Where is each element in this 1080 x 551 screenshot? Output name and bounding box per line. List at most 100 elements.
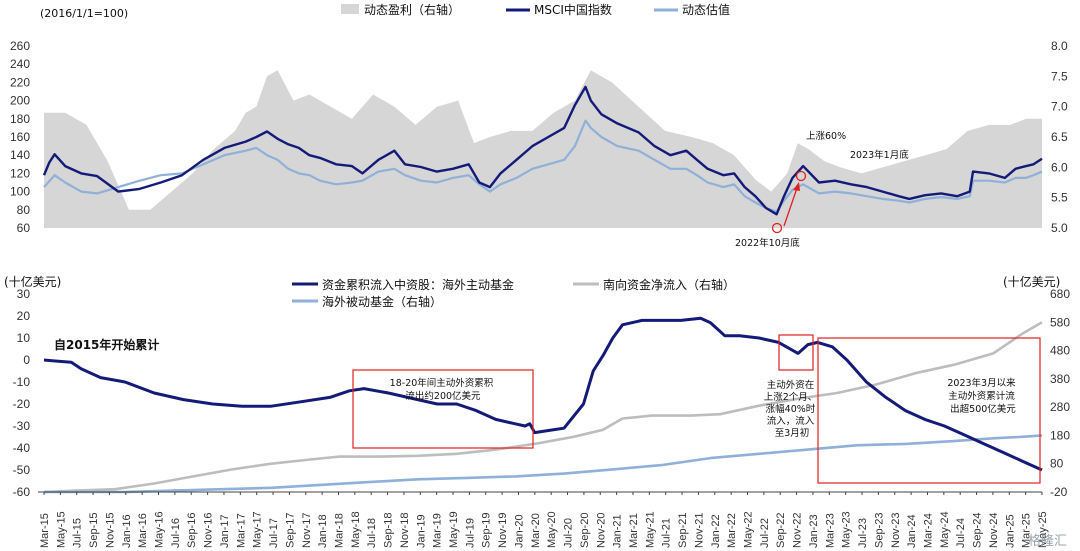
- x-tick-label: Mar-15: [39, 513, 51, 548]
- bottom-left-tick-label: -20: [13, 397, 31, 411]
- top-right-tick-label: 7.5: [1051, 69, 1068, 83]
- x-tick-label: May-22: [743, 511, 755, 548]
- legend-label-valuation: 动态估值: [682, 2, 730, 17]
- x-tick-label: Mar-19: [432, 513, 444, 548]
- annotation-arrow-head: [793, 182, 800, 191]
- bottom-left-ticks: 30 20 10 0 -10 -20 -30 -40 -50 -60: [13, 287, 31, 499]
- top-left-tick-label: 60: [17, 221, 31, 235]
- legend-label-msci: MSCI中国指数: [534, 2, 612, 17]
- x-tick-label: Mar-20: [530, 513, 542, 548]
- bottom-left-tick-label: -60: [13, 485, 31, 499]
- top-right-tick-label: 8.0: [1051, 39, 1068, 53]
- top-panel: (2016/1/1=100) 动态盈利（右轴） MSCI中国指数 动态估值 26…: [10, 2, 1068, 249]
- x-tick-label: Jul-17: [268, 518, 280, 548]
- watermark: 格隆汇: [1028, 533, 1067, 549]
- x-tick-label: Jul-19: [464, 518, 476, 548]
- top-left-tick-label: 120: [10, 166, 30, 180]
- top-left-ticks: 260 240 220 200 180 160 140 120 100 80 60: [10, 39, 30, 235]
- x-tick-label: Jan-20: [513, 514, 525, 548]
- top-left-tick-label: 260: [10, 39, 30, 53]
- legend-label-southbound: 南向资金净流入（右轴）: [603, 277, 735, 292]
- x-tick-label: Sep-22: [775, 513, 787, 548]
- x-tick-label: Mar-23: [824, 513, 836, 548]
- series-line-msci: [42, 85, 1043, 216]
- x-tick-label: Jan-17: [219, 514, 231, 548]
- annotation-jan-2023: 2023年1月底: [850, 149, 909, 161]
- top-right-tick-label: 7.0: [1051, 100, 1068, 114]
- top-left-tick-label: 100: [10, 185, 30, 199]
- x-tick-label: Jul-15: [72, 518, 84, 548]
- x-tick-label: Sep-21: [677, 513, 689, 548]
- annotation-rise-60: 上涨60%: [806, 131, 846, 142]
- x-tick-label: Jul-20: [563, 518, 575, 548]
- x-tick-label: Jul-16: [170, 518, 182, 548]
- annotation-text-since-mar-2023: 2023年3月以来 主动外资累计流 出超500亿美元: [947, 377, 1018, 415]
- series-line-active: [43, 316, 1043, 472]
- x-tick-label: Mar-16: [137, 513, 149, 548]
- x-tick-label: Nov-16: [203, 513, 215, 548]
- x-tick-label: Sep-24: [972, 513, 984, 548]
- x-tick-label: May-21: [644, 511, 656, 548]
- x-tick-label: Nov-24: [988, 513, 1000, 548]
- x-tick-label: Mar-25: [1021, 513, 1033, 548]
- x-tick-label: May-24: [939, 511, 951, 548]
- top-right-tick-label: 6.0: [1051, 160, 1068, 174]
- x-tick-label: Sep-19: [481, 513, 493, 548]
- annotation-text-jan-mar-2023: 主动外资在 上涨2个月、 涨幅40%时 流入，流入 至3月初: [764, 379, 821, 439]
- x-tick-label: Jan-23: [808, 514, 820, 548]
- x-tick-label: Jan-21: [612, 514, 624, 548]
- x-tick-label: Sep-18: [383, 513, 395, 548]
- x-tick-label: May-18: [350, 511, 362, 548]
- x-tick-label: Sep-20: [579, 513, 591, 548]
- bottom-left-tick-label: 30: [17, 287, 31, 301]
- bottom-right-tick-label: 280: [1050, 400, 1070, 414]
- x-tick-label: Jan-24: [906, 514, 918, 548]
- bottom-panel: (十亿美元) (十亿美元) 资金累积流入中资股：海外主动基金 南向资金净流入（右…: [4, 274, 1070, 548]
- bottom-right-ticks: 680 580 480 380 280 180 80 -20: [1050, 287, 1070, 499]
- annotation-circle-oct22: [771, 222, 783, 234]
- x-tick-label: Mar-22: [726, 513, 738, 548]
- annotation-circle-jan23: [795, 170, 807, 182]
- bottom-left-tick-label: -10: [13, 375, 31, 389]
- annotation-text-2018-2020: 18-20年间主动外资累积 流出约200亿美元: [390, 377, 497, 402]
- x-tick-label: Nov-23: [890, 513, 902, 548]
- bottom-right-tick-label: 680: [1050, 287, 1070, 301]
- x-tick-label: Jul-18: [366, 518, 378, 548]
- top-right-tick-label: 5.5: [1051, 191, 1068, 205]
- x-tick-label: Jan-18: [317, 514, 329, 548]
- top-right-tick-label: 5.0: [1051, 221, 1068, 235]
- bottom-left-tick-label: -30: [13, 419, 31, 433]
- bottom-left-tick-label: 0: [23, 353, 30, 367]
- x-tick-label: May-20: [546, 511, 558, 548]
- x-tick-label: Nov-21: [693, 513, 705, 548]
- top-right-tick-label: 6.5: [1051, 130, 1068, 144]
- annotation-box-since-mar-2023: [817, 337, 1041, 484]
- x-tick-label: May-17: [252, 511, 264, 548]
- x-tick-label: May-15: [55, 511, 67, 548]
- legend-label-profit: 动态盈利（右轴）: [364, 2, 460, 17]
- bottom-note: 自2015年开始累计: [54, 337, 159, 352]
- top-left-tick-label: 140: [10, 148, 30, 162]
- x-tick-label: Jul-23: [857, 518, 869, 548]
- x-tick-label: Jan-16: [121, 514, 133, 548]
- x-tick-label: Nov-22: [792, 513, 804, 548]
- bottom-left-axis-label: (十亿美元): [4, 274, 61, 289]
- x-tick-label: Jul-21: [661, 518, 673, 548]
- x-tick-label: Nov-19: [497, 513, 509, 548]
- series-line-passive: [44, 434, 1043, 494]
- bottom-right-tick-label: 380: [1050, 372, 1070, 386]
- bottom-x-ticks: Mar-15 May-15 Jul-15 Sep-15 Nov-15 Jan-16 Mar-…: [39, 492, 1049, 548]
- top-left-tick-label: 240: [10, 57, 30, 71]
- x-tick-label: Nov-15: [104, 513, 116, 548]
- bottom-left-tick-label: -50: [13, 463, 31, 477]
- x-tick-label: Mar-21: [628, 513, 640, 548]
- bottom-right-tick-label: 580: [1050, 315, 1070, 329]
- x-tick-label: Jan-25: [1004, 514, 1016, 548]
- x-tick-label: Nov-20: [595, 513, 607, 548]
- annotation-box-2018-2020: [352, 369, 534, 449]
- legend-label-passive: 海外被动基金（右轴）: [322, 294, 442, 309]
- x-tick-label: Jul-22: [759, 518, 771, 548]
- bottom-right-axis-label: (十亿美元): [1003, 274, 1060, 289]
- x-tick-label: Sep-16: [186, 513, 198, 548]
